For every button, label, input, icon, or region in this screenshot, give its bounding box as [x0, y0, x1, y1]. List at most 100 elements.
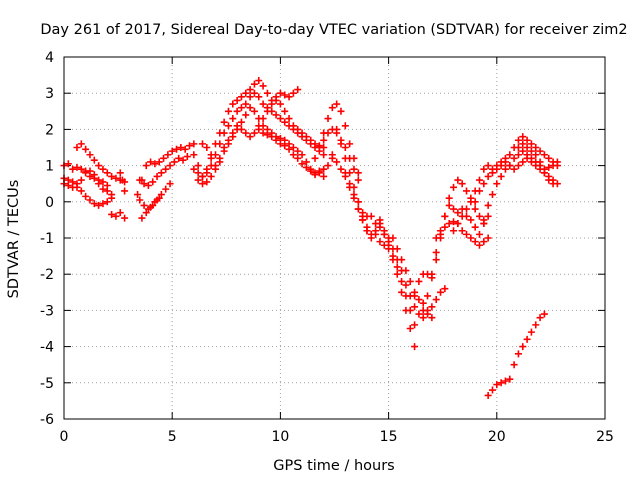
data-point: [242, 100, 250, 108]
data-point: [536, 314, 544, 322]
data-point: [112, 174, 120, 182]
x-tick-label: 20: [488, 429, 506, 445]
data-point: [372, 230, 380, 238]
data-point: [514, 350, 522, 358]
data-point: [424, 292, 432, 300]
data-point: [285, 115, 293, 123]
data-point: [224, 122, 232, 130]
data-point: [250, 129, 258, 137]
data-point: [73, 183, 81, 191]
x-tick-label: 25: [596, 429, 614, 445]
data-point: [229, 129, 237, 137]
data-point: [242, 111, 250, 119]
data-point: [406, 325, 414, 332]
data-point: [415, 296, 423, 304]
data-point: [432, 234, 440, 242]
data-point: [140, 180, 148, 188]
data-point: [480, 165, 488, 173]
data-point: [385, 238, 393, 246]
data-point: [272, 111, 280, 119]
data-point: [493, 165, 501, 173]
data-point: [220, 129, 228, 137]
data-point: [220, 144, 228, 151]
data-point: [527, 154, 535, 162]
data-point: [510, 165, 518, 173]
data-point: [259, 115, 267, 123]
data-point: [484, 234, 492, 242]
y-tick-label: -5: [40, 376, 54, 392]
data-point: [103, 198, 111, 206]
data-point: [69, 178, 77, 186]
data-point: [162, 185, 170, 193]
data-point: [99, 200, 107, 208]
data-point: [211, 162, 219, 170]
data-point: [354, 198, 362, 206]
data-point: [428, 314, 436, 322]
data-point: [207, 151, 215, 159]
data-point: [380, 230, 388, 238]
data-point: [276, 140, 284, 148]
data-point: [354, 176, 362, 184]
data-point: [402, 281, 410, 289]
data-point: [411, 292, 419, 300]
data-point: [320, 151, 328, 159]
data-point: [289, 89, 297, 97]
data-point: [475, 187, 483, 195]
data-point: [514, 136, 522, 144]
data-point: [155, 158, 163, 166]
data-point: [272, 96, 280, 104]
data-point: [480, 216, 488, 224]
data-point: [155, 194, 163, 202]
data-point: [151, 198, 159, 206]
data-point: [372, 220, 380, 228]
data-point: [471, 198, 479, 206]
data-point: [432, 296, 440, 304]
y-axis-label: SDTVAR / TECUs: [6, 180, 22, 299]
data-point: [450, 183, 458, 191]
data-point: [281, 142, 289, 150]
data-point: [402, 267, 410, 275]
data-point: [532, 151, 540, 159]
data-point: [216, 154, 224, 162]
data-point: [341, 122, 349, 130]
data-point: [527, 140, 535, 148]
data-point: [203, 178, 211, 186]
data-point: [337, 107, 345, 115]
data-point: [337, 165, 345, 173]
data-point: [194, 176, 202, 184]
data-point: [268, 133, 276, 141]
data-point: [259, 82, 267, 90]
data-point: [354, 205, 362, 213]
data-point: [324, 115, 332, 123]
data-point: [229, 115, 237, 123]
data-point: [157, 191, 165, 199]
data-point: [497, 162, 505, 170]
data-point: [276, 100, 284, 108]
data-point: [177, 144, 185, 151]
data-point: [328, 104, 336, 112]
data-point: [173, 145, 181, 153]
data-point: [250, 89, 258, 97]
data-point: [153, 172, 161, 180]
data-point: [341, 169, 349, 177]
data-point: [307, 136, 315, 144]
data-point: [246, 86, 254, 94]
data-point: [324, 129, 332, 137]
data-point: [346, 183, 354, 191]
data-point: [419, 314, 427, 322]
data-point: [207, 172, 215, 180]
data-point: [341, 144, 349, 151]
data-point: [454, 209, 462, 217]
data-point: [186, 142, 194, 150]
data-point: [170, 158, 178, 166]
data-point: [99, 165, 107, 173]
data-point: [463, 187, 471, 195]
data-point: [298, 160, 306, 168]
data-point: [311, 140, 319, 148]
data-point: [289, 151, 297, 159]
data-point: [198, 180, 206, 188]
data-point: [432, 256, 440, 264]
data-point: [233, 107, 241, 115]
data-point: [376, 216, 384, 224]
